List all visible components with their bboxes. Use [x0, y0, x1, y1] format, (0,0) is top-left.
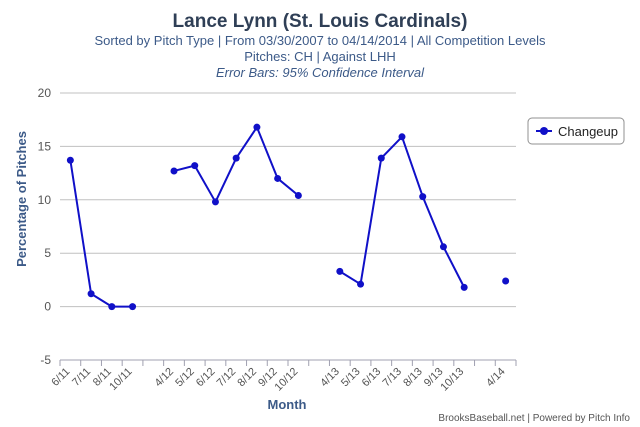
legend[interactable]: Changeup — [527, 117, 625, 145]
x-tick-label: 10/13 — [438, 366, 466, 394]
y-tick-label: 20 — [38, 86, 52, 100]
y-axis: -5 0 5 10 15 20 — [38, 86, 52, 367]
data-point — [439, 243, 447, 251]
chart-subtitle-line-2: Pitches: CH | Against LHH — [244, 49, 396, 64]
data-point — [294, 192, 302, 200]
data-point — [253, 123, 261, 131]
chart-title: Lance Lynn (St. Louis Cardinals) — [173, 11, 468, 32]
x-tick-label: 4/14 — [484, 366, 508, 390]
x-tick-label: 6/11 — [49, 366, 72, 389]
chart-subtitle-error-bars: Error Bars: 95% Confidence Interval — [216, 65, 425, 80]
data-point — [129, 303, 137, 311]
y-tick-label: 15 — [38, 139, 52, 153]
x-tick-label: 10/12 — [273, 366, 301, 394]
data-point — [170, 167, 178, 175]
data-point — [357, 280, 365, 288]
data-point — [66, 156, 74, 164]
data-point — [87, 290, 95, 298]
x-tick-label: 7/12 — [215, 366, 239, 390]
data-point — [108, 303, 116, 311]
legend-marker-symbol — [540, 127, 548, 135]
legend-label-changeup[interactable]: Changeup — [558, 124, 618, 139]
x-tick-label: 4/12 — [152, 366, 176, 390]
chart-credits[interactable]: BrooksBaseball.net | Powered by Pitch In… — [438, 413, 630, 424]
series-changeup — [66, 123, 510, 311]
data-point — [398, 133, 406, 141]
x-tick-label: 7/11 — [70, 366, 93, 389]
x-tick-label: 5/13 — [339, 366, 363, 390]
series-line-segment — [339, 135, 466, 288]
data-point — [274, 174, 282, 182]
x-tick-label: 7/13 — [380, 366, 404, 390]
grid-lines — [60, 92, 516, 361]
legend-box — [527, 117, 625, 145]
y-tick-label: -5 — [40, 353, 51, 367]
chart-subtitle-line-1: Sorted by Pitch Type | From 03/30/2007 t… — [95, 33, 546, 48]
x-tick-label: 8/13 — [401, 366, 425, 390]
y-tick-label: 10 — [38, 193, 52, 207]
y-tick-label: 5 — [44, 246, 51, 260]
x-tick-label: 4/13 — [318, 366, 342, 390]
y-tick-label: 0 — [44, 300, 51, 314]
x-tick-label: 10/11 — [107, 366, 134, 393]
data-point — [191, 162, 199, 170]
x-tick-label: 6/13 — [360, 366, 384, 390]
data-point — [211, 198, 219, 206]
x-tick-label: 8/12 — [235, 366, 259, 390]
data-point — [336, 267, 344, 275]
data-point — [502, 277, 510, 285]
data-point — [460, 283, 468, 291]
data-point — [419, 193, 427, 201]
data-point — [377, 154, 385, 162]
x-axis-title: Month — [268, 397, 307, 412]
x-tick-label: 6/12 — [194, 366, 218, 390]
data-point — [232, 154, 240, 162]
y-axis-title: Percentage of Pitches — [14, 131, 29, 267]
x-tick-label: 5/12 — [173, 366, 197, 390]
series-line-segment — [69, 160, 133, 308]
